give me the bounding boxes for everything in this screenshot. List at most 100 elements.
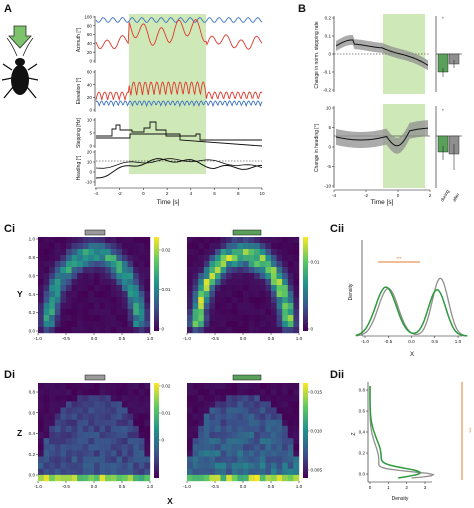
- heatmap-cell: [254, 462, 260, 469]
- heatmap-cell: [94, 389, 100, 396]
- heatmap-cell: [243, 255, 249, 262]
- heatmap-cell: [220, 261, 227, 268]
- heatmap-cell: [209, 450, 216, 457]
- heatmap-cell: [66, 303, 72, 310]
- heatmap-cell: [198, 237, 204, 244]
- heatmap-cell: [82, 456, 89, 463]
- di-ytick: 0.4: [29, 431, 36, 436]
- heatmap-cell: [60, 255, 67, 262]
- heatmap-cell: [287, 383, 294, 390]
- heatmap-cell: [293, 413, 300, 420]
- heatmap-cell: [49, 285, 55, 292]
- heatmap-cell: [293, 383, 300, 390]
- heatmap-cell: [122, 249, 128, 256]
- heatmap-cell: [122, 303, 128, 310]
- stepping-tick: 5: [89, 131, 92, 136]
- heatmap-cell: [94, 462, 100, 469]
- heatmap-cell: [138, 438, 145, 445]
- heatmap-cell: [38, 407, 44, 414]
- heatmap-cell: [77, 456, 83, 463]
- heatmap-cell: [110, 438, 117, 445]
- heatmap-cell: [226, 450, 232, 457]
- heatmap-cell: [38, 468, 44, 476]
- azimuth-tick: 100: [84, 15, 92, 20]
- heatmap-cell: [248, 303, 255, 310]
- heatmap-cell: [133, 444, 139, 451]
- heading-ticks: 20 10 0 -10: [85, 150, 95, 185]
- heatmap-cell: [43, 297, 50, 304]
- heatmap-cell: [105, 413, 111, 420]
- heatmap-cell: [187, 237, 193, 244]
- heatmap-cell: [99, 413, 106, 420]
- heatmap-cell: [215, 383, 221, 390]
- elevation-label: Elevation [°]: [76, 77, 82, 104]
- heatmap-cell: [38, 249, 44, 256]
- stepping-trace: [96, 121, 262, 141]
- elevation-ticks: 60 40 20 0: [87, 70, 95, 113]
- heatmap-cell: [187, 303, 193, 310]
- heatmap-cell: [259, 309, 266, 316]
- dii-gray-density: [369, 386, 435, 479]
- heatmap-cell: [248, 395, 255, 402]
- heatmap-cell: [105, 450, 111, 457]
- heatmap-cell: [248, 279, 255, 286]
- heatmap-cell: [110, 474, 117, 482]
- heatmap-cell: [60, 279, 67, 286]
- heatmap-cell: [127, 425, 134, 433]
- heatmap-cell: [71, 419, 78, 427]
- heatmap-cell: [54, 303, 61, 310]
- heatmap-cell: [220, 285, 227, 292]
- heatmap-cell: [271, 297, 277, 304]
- b-bottom-tick: 5: [328, 125, 331, 130]
- heatmap-cell: [71, 327, 78, 334]
- heatmap-cell: [88, 462, 95, 469]
- heatmap-cell: [215, 249, 221, 256]
- heatmap-cell: [259, 321, 266, 328]
- heatmap-cell: [122, 425, 128, 433]
- heatmap-cell: [198, 327, 204, 334]
- heatmap-cell: [198, 267, 204, 274]
- heatmap-cell: [259, 291, 266, 298]
- heatmap-cell: [248, 425, 255, 433]
- heatmap-cell: [71, 321, 78, 328]
- heatmap-cell: [122, 401, 128, 408]
- heatmap-cell: [43, 303, 50, 310]
- heatmap-cell: [82, 273, 89, 280]
- di-xlabel: X: [167, 496, 173, 506]
- heatmap-cell: [144, 261, 151, 268]
- heatmap-cell: [99, 456, 106, 463]
- heatmap-cell: [99, 468, 106, 476]
- heatmap-cell: [282, 321, 288, 328]
- heatmap-cell: [271, 285, 277, 292]
- heatmap-cell: [127, 444, 134, 451]
- heatmap-cell: [259, 438, 266, 445]
- heatmap-cell: [105, 243, 111, 250]
- heatmap-cell: [144, 438, 151, 445]
- heatmap-cell: [287, 462, 294, 469]
- heatmap-cell: [127, 243, 134, 250]
- heatmap-cell: [82, 425, 89, 433]
- heatmap-cell: [215, 438, 221, 445]
- heatmap-cell: [248, 243, 255, 250]
- heatmap-cell: [276, 474, 283, 482]
- heatmap-cell: [88, 413, 95, 420]
- heatmap-cell: [243, 425, 249, 433]
- heatmap-cell: [243, 327, 249, 334]
- heatmap-cell: [116, 419, 123, 427]
- heatmap-cell: [116, 456, 123, 463]
- heatmap-cell: [116, 273, 123, 280]
- heatmap-cell: [122, 444, 128, 451]
- di-xtick: 1.0: [147, 484, 154, 489]
- heatmap-cell: [133, 237, 139, 244]
- heatmap-cell: [209, 474, 216, 482]
- heatmap-cell: [138, 255, 145, 262]
- di-colorbar-1: [154, 383, 159, 478]
- heatmap-cell: [209, 432, 216, 439]
- heatmap-cell: [43, 468, 50, 476]
- heatmap-cell: [94, 309, 100, 316]
- heatmap-cell: [276, 327, 283, 334]
- heatmap-cell: [293, 243, 300, 250]
- panel-b: B Change in norm. stepping rate 0.20.10-…: [298, 3, 462, 206]
- heatmap-cell: [144, 474, 151, 482]
- heatmap-cell: [127, 255, 134, 262]
